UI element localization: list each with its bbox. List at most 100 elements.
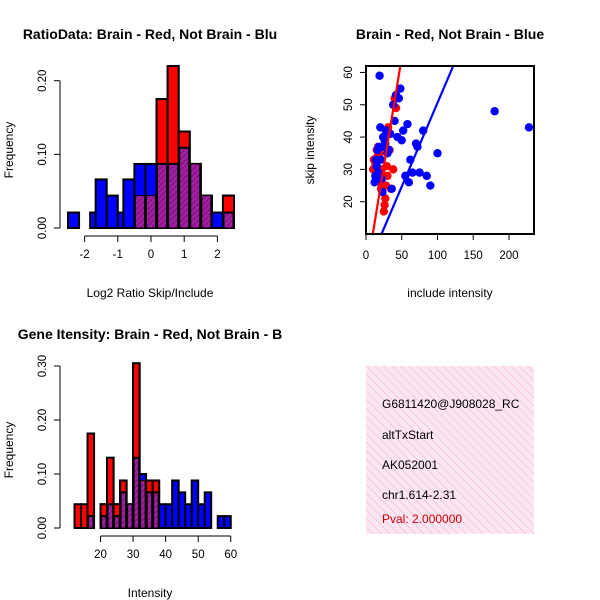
- overlap-bar: [190, 163, 201, 229]
- brain-bar-top: [119, 479, 128, 494]
- not-brain-point: [396, 84, 405, 93]
- accession-text: AK052001: [382, 458, 438, 472]
- x-tick-label: 1: [181, 249, 187, 261]
- overlap-bar: [133, 457, 140, 529]
- pval-text: Pval: 2.000000: [382, 512, 462, 526]
- not-brain-point: [398, 126, 408, 135]
- x-tick-label: -2: [79, 249, 89, 261]
- not-brain-bar: [210, 211, 224, 229]
- overlap-bar: [134, 195, 145, 229]
- scatter-frame: [365, 65, 535, 235]
- not-brain-point: [376, 155, 386, 164]
- x-tick-label: 100: [428, 250, 447, 262]
- brain-bar-top: [221, 194, 235, 214]
- not-brain-point: [524, 123, 534, 132]
- x-tick-label: 200: [499, 250, 518, 262]
- not-brain-bar: [122, 178, 136, 229]
- brain-bar-top: [177, 130, 191, 149]
- x-tick-label: 60: [224, 549, 237, 561]
- y-tick-label: 0.10: [37, 143, 49, 165]
- gene-histogram-title: Gene Itensity: Brain - Red, Not Brain - …: [18, 326, 282, 342]
- x-tick-label: 0: [363, 250, 369, 262]
- not-brain-point: [373, 168, 383, 177]
- brain-fit-line: [371, 66, 402, 234]
- overlap-bar: [114, 515, 120, 529]
- not-brain-point: [426, 181, 435, 190]
- brain-bar-top: [151, 479, 161, 494]
- y-tick-label: 0.00: [37, 217, 49, 239]
- brain-bar-top: [99, 503, 109, 518]
- info-panel-background: [366, 366, 534, 534]
- brain-bar-top: [112, 503, 122, 518]
- brain-bar-top: [132, 362, 141, 459]
- not-brain-bar: [67, 211, 81, 229]
- gene-histogram-xlabel: Intensity: [128, 586, 173, 600]
- overlap-bar: [168, 163, 179, 229]
- overlap-bar: [153, 491, 159, 529]
- not-brain-point: [387, 184, 396, 193]
- x-tick-label: 30: [127, 549, 140, 561]
- not-brain-point: [415, 168, 424, 177]
- x-tick-label: 20: [94, 549, 107, 561]
- not-brain-point: [370, 178, 379, 187]
- not-brain-bar: [94, 178, 108, 229]
- not-brain-bar: [223, 515, 232, 529]
- brain-point: [380, 200, 389, 210]
- overlap-bar: [145, 195, 157, 229]
- probe-id-text: G6811420@J908028_RC: [382, 397, 520, 411]
- overlap-bar: [201, 195, 212, 229]
- brain-point: [379, 207, 389, 216]
- overlap-bar: [120, 491, 127, 529]
- scatter-ylabel: skip intensity: [303, 116, 317, 185]
- not-brain-point: [408, 168, 417, 177]
- brain-bar-top: [106, 456, 115, 506]
- gene-intensity-histogram-panel: Gene Itensity: Brain - Red, Not Brain - …: [2, 326, 282, 600]
- scatter-title: Brain - Red, Not Brain - Blue: [356, 26, 544, 42]
- overlap-bar: [179, 147, 190, 229]
- y-tick-label: 0.10: [37, 463, 49, 485]
- y-tick-label: 50: [343, 98, 355, 111]
- brain-point: [381, 194, 390, 203]
- not-brain-bar: [203, 491, 213, 529]
- intensity-scatter-panel: Brain - Red, Not Brain - Blue 0 50 100 150 2…: [303, 26, 544, 300]
- x-tick-label: -1: [113, 249, 123, 261]
- y-tick-label: 60: [343, 66, 355, 79]
- overlap-bar: [146, 491, 153, 529]
- not-brain-point: [404, 178, 414, 187]
- x-tick-label: 150: [464, 250, 483, 262]
- y-tick-label: 0.20: [37, 409, 49, 431]
- not-brain-point: [433, 149, 442, 158]
- not-brain-fit-line: [380, 66, 455, 234]
- x-tick-label: 50: [395, 250, 408, 262]
- location-text: chr1.614-2.31: [382, 488, 456, 502]
- scatter-xlabel: include intensity: [407, 286, 492, 300]
- ratio-histogram-panel: RatioData: Brain - Red, Not Brain - Blu …: [2, 26, 277, 300]
- not-brain-point: [422, 171, 431, 181]
- overlap-bar: [88, 515, 94, 529]
- x-tick-label: 40: [159, 549, 172, 561]
- not-brain-point: [372, 161, 381, 171]
- y-tick-label: 0.20: [37, 70, 49, 92]
- x-tick-label: 0: [148, 249, 154, 261]
- brain-point: [388, 165, 398, 174]
- not-brain-point: [375, 71, 384, 80]
- y-tick-label: 20: [343, 195, 355, 208]
- overlap-bar: [140, 479, 146, 529]
- y-tick-label: 0.00: [37, 517, 49, 539]
- not-brain-point: [403, 119, 412, 129]
- ratio-histogram-ylabel: Frequency: [2, 122, 16, 179]
- y-tick-label: 0.30: [37, 355, 49, 377]
- event-type-text: altTxStart: [382, 428, 434, 442]
- overlap-bar: [157, 163, 168, 229]
- not-brain-point: [490, 107, 499, 116]
- not-brain-point: [394, 94, 404, 103]
- overlap-bar: [101, 515, 107, 529]
- info-panel: G6811420@J908028_RC altTxStart AK052001 …: [366, 366, 534, 534]
- not-brain-bar: [105, 194, 119, 230]
- ratio-histogram-xlabel: Log2 Ratio Skip/Include: [87, 286, 214, 300]
- overlap-bar: [107, 503, 114, 529]
- scatter-plot-area: [368, 66, 534, 234]
- x-tick-label: 50: [192, 549, 205, 561]
- brain-bar-top: [86, 432, 96, 518]
